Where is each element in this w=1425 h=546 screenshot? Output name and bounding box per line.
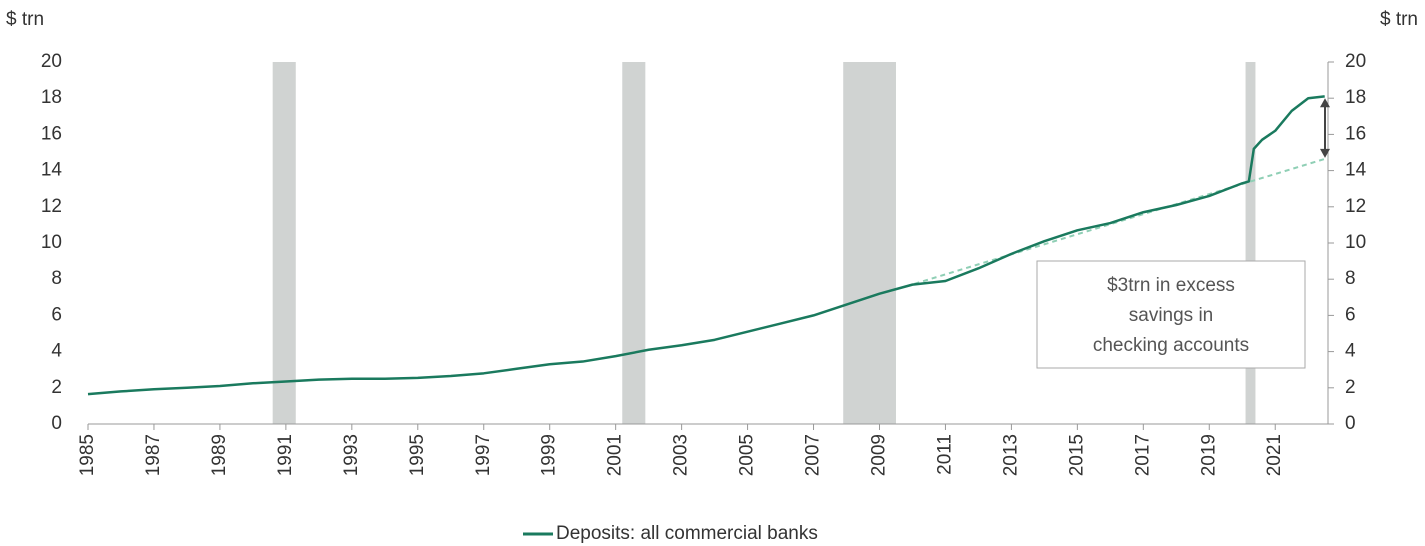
y-tick-label: 10: [41, 232, 62, 253]
annotation-box: [1036, 260, 1306, 369]
x-tick-label: 1999: [539, 434, 560, 476]
x-tick-label: 2021: [1264, 434, 1285, 476]
y2-tick-label: 4: [1345, 341, 1356, 362]
recession-band: [1245, 62, 1256, 424]
recession-band: [622, 62, 646, 424]
arrow-head: [1320, 98, 1330, 108]
x-tick-label: 1985: [77, 434, 98, 476]
x-tick-label: 2013: [1000, 434, 1021, 476]
y-tick-label: 0: [51, 413, 62, 434]
x-tick-label: 1997: [473, 434, 494, 476]
y-tick-label: 2: [51, 377, 62, 398]
x-tick-label: 2003: [671, 434, 692, 476]
x-tick-label: 1993: [341, 434, 362, 476]
y-tick-label: 18: [41, 87, 62, 108]
y-tick-label: 12: [41, 196, 62, 217]
x-tick-label: 2005: [737, 434, 758, 476]
y2-tick-label: 14: [1345, 160, 1367, 181]
y-tick-label: 14: [41, 160, 63, 181]
y2-tick-label: 8: [1345, 268, 1356, 289]
x-tick-label: 2011: [934, 434, 955, 475]
y2-tick-label: 16: [1345, 123, 1366, 144]
x-tick-label: 1989: [209, 434, 230, 476]
x-tick-label: 2009: [869, 434, 890, 476]
annotation: checking accounts: [1093, 335, 1249, 356]
y-axis-label: $ trn: [6, 9, 44, 30]
y-tick-label: 6: [51, 304, 62, 325]
x-tick-label: 2019: [1198, 434, 1219, 476]
y2-tick-label: 10: [1345, 232, 1366, 253]
y2-tick-label: 12: [1345, 196, 1366, 217]
y-tick-label: 20: [41, 51, 62, 72]
annotation: savings in: [1129, 305, 1214, 326]
legend-label: Deposits: all commercial banks: [556, 523, 818, 544]
x-tick-label: 2007: [803, 434, 824, 476]
y-tick-label: 8: [51, 268, 62, 289]
x-tick-label: 2017: [1132, 434, 1153, 476]
y-tick-label: 4: [51, 341, 62, 362]
x-tick-label: 2001: [605, 434, 626, 476]
recession-band: [272, 62, 296, 424]
y2-tick-label: 6: [1345, 304, 1356, 325]
y2-tick-label: 2: [1345, 377, 1356, 398]
arrow-head: [1320, 148, 1330, 158]
x-tick-label: 1987: [143, 434, 164, 476]
y2-tick-label: 18: [1345, 87, 1366, 108]
x-tick-label: 1995: [407, 434, 428, 476]
annotation: $3trn in excess: [1107, 275, 1235, 296]
y2-tick-label: 0: [1345, 413, 1356, 434]
x-tick-label: 1991: [275, 434, 296, 476]
recession-band: [843, 62, 896, 424]
y2-axis-label: $ trn: [1380, 9, 1418, 30]
y-tick-label: 16: [41, 123, 62, 144]
x-tick-label: 2015: [1066, 434, 1087, 476]
y2-tick-label: 20: [1345, 51, 1366, 72]
series-line: [87, 95, 1325, 396]
